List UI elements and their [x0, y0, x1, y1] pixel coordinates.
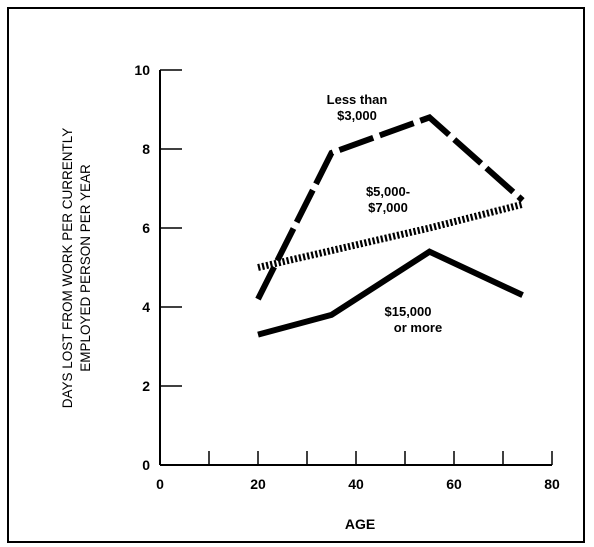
y-tick-label: 6 — [142, 220, 150, 236]
series-lines — [255, 113, 525, 338]
series-label: Less than $3,000 — [327, 92, 388, 123]
series-annotations: Less than $3,000 $5,000-$7,000 $15,000 or mo… — [327, 92, 443, 335]
ticks: 0 2 4 6 8 10 0 20 40 60 80 — [134, 62, 560, 492]
x-tick-label: 80 — [544, 476, 560, 492]
axes — [159, 70, 552, 466]
y-axis-title: DAYS LOST FROM WORK PER CURRENTLY EMPLOYE… — [60, 128, 93, 409]
y-tick-label: 4 — [142, 299, 150, 315]
x-tick-label: 0 — [156, 476, 164, 492]
series-line-dashed — [255, 113, 525, 301]
series-label: $5,000-$7,000 — [366, 184, 410, 215]
figure-frame — [7, 7, 585, 543]
x-tick-label: 20 — [250, 476, 266, 492]
x-tick-label: 40 — [348, 476, 364, 492]
y-tick-label: 2 — [142, 378, 150, 394]
y-tick-label: 10 — [134, 62, 150, 78]
y-tick-label: 0 — [142, 457, 150, 473]
y-tick-label: 8 — [142, 141, 150, 157]
x-axis-title: AGE — [345, 516, 375, 532]
x-tick-label: 60 — [446, 476, 462, 492]
series-line-solid — [257, 248, 524, 338]
series-line-dotted — [257, 200, 524, 271]
series-label: $15,000 or more — [385, 304, 443, 335]
